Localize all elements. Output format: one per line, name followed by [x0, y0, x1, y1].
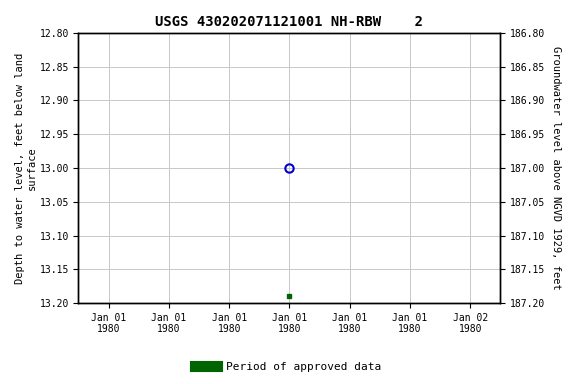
- Title: USGS 430202071121001 NH-RBW    2: USGS 430202071121001 NH-RBW 2: [156, 15, 423, 29]
- Legend: Period of approved data: Period of approved data: [191, 358, 385, 377]
- Y-axis label: Groundwater level above NGVD 1929, feet: Groundwater level above NGVD 1929, feet: [551, 46, 561, 290]
- Y-axis label: Depth to water level, feet below land
surface: Depth to water level, feet below land su…: [15, 52, 37, 284]
